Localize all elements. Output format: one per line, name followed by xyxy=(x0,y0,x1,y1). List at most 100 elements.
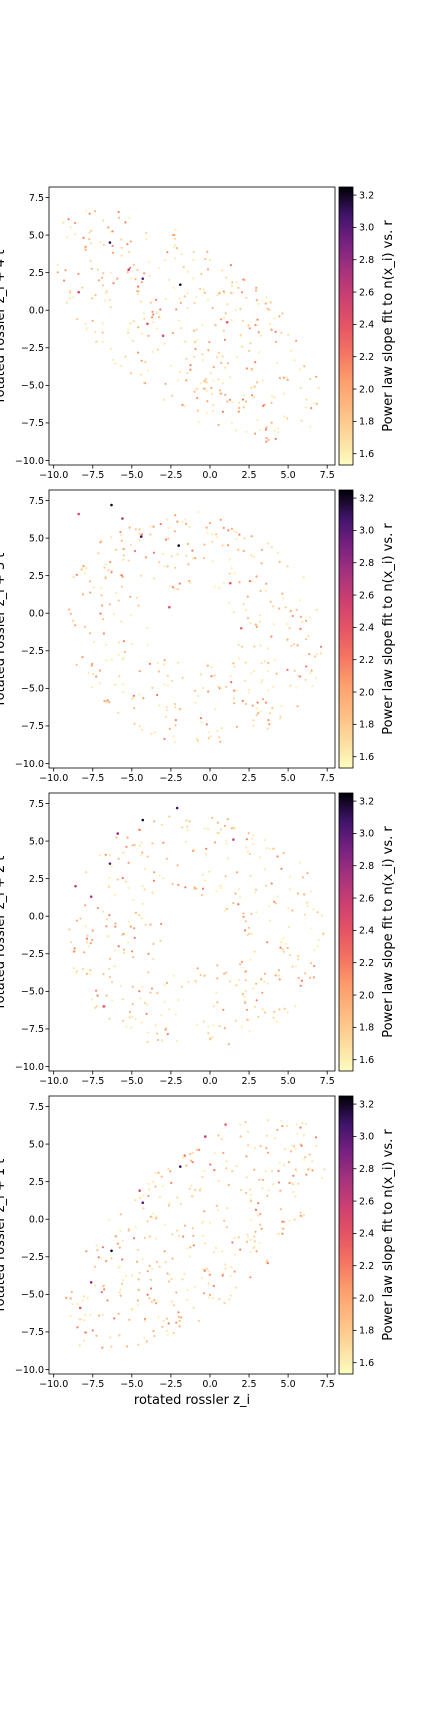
scatter-point xyxy=(315,653,318,656)
scatter-point xyxy=(266,846,269,850)
scatter-point xyxy=(308,653,311,656)
scatter-point xyxy=(101,604,104,607)
scatter-point xyxy=(312,908,315,911)
scatter-point xyxy=(146,1040,149,1044)
scatter-point xyxy=(137,351,140,354)
scatter-point xyxy=(305,619,308,622)
scatter-point xyxy=(150,987,154,990)
scatter-point xyxy=(105,700,108,703)
scatter-point xyxy=(203,1169,206,1172)
scatter-point xyxy=(154,1237,157,1240)
scatter-point xyxy=(82,236,85,239)
scatter-point xyxy=(118,641,121,644)
scatter-point xyxy=(182,1156,185,1159)
scatter-point xyxy=(171,1300,174,1303)
scatter-point xyxy=(250,535,253,538)
scatter-point xyxy=(163,983,166,986)
scatter-point xyxy=(204,258,207,261)
scatter-point xyxy=(309,425,312,428)
scatter-point xyxy=(319,645,323,648)
scatter-point xyxy=(131,985,134,988)
highlight-point xyxy=(108,862,112,865)
scatter-point xyxy=(177,883,180,887)
scatter-point xyxy=(207,731,210,734)
scatter-point xyxy=(223,1302,226,1305)
scatter-point xyxy=(246,1236,249,1239)
scatter-point xyxy=(127,559,130,562)
scatter-point xyxy=(220,887,223,890)
colorbar-tick-label: 3.0 xyxy=(359,829,374,840)
scatter-point xyxy=(267,542,270,545)
scatter-point xyxy=(223,909,226,912)
scatter-point xyxy=(112,358,115,361)
scatter-point xyxy=(276,855,279,858)
scatter-point xyxy=(130,372,133,375)
scatter-point xyxy=(157,1316,160,1319)
scatter-point xyxy=(248,327,251,330)
scatter-point xyxy=(119,1213,122,1216)
x-tick-label: 7.5 xyxy=(320,773,335,784)
scatter-point xyxy=(211,560,214,563)
scatter-point xyxy=(119,1288,122,1291)
scatter-point xyxy=(113,949,116,952)
scatter-point xyxy=(94,1284,97,1287)
scatter-point xyxy=(264,302,267,305)
scatter-point xyxy=(230,291,233,294)
scatter-point xyxy=(245,1191,248,1194)
scatter-point xyxy=(153,871,156,874)
scatter-point xyxy=(218,1297,221,1300)
scatter-point xyxy=(245,1176,248,1179)
scatter-point xyxy=(138,532,141,536)
scatter-point xyxy=(199,1187,203,1190)
scatter-point xyxy=(245,1155,248,1158)
scatter-point xyxy=(177,998,180,1002)
scatter-point xyxy=(136,1248,140,1251)
scatter-point xyxy=(129,266,132,269)
scatter-point xyxy=(87,672,90,675)
scatter-point xyxy=(166,1333,169,1336)
scatter-point xyxy=(85,972,88,975)
scatter-point xyxy=(249,958,252,961)
scatter-point xyxy=(169,1170,172,1173)
scatter-point xyxy=(201,873,204,876)
scatter-point xyxy=(101,1246,104,1249)
scatter-point xyxy=(187,980,190,983)
scatter-point xyxy=(195,1148,198,1151)
scatter-point xyxy=(66,236,69,239)
scatter-point xyxy=(85,327,88,330)
scatter-point xyxy=(259,334,263,337)
scatter-point xyxy=(198,287,202,290)
scatter-point xyxy=(222,1151,225,1154)
scatter-point xyxy=(143,1319,146,1322)
scatter-point xyxy=(145,1340,148,1343)
scatter-point xyxy=(230,681,233,684)
scatter-point xyxy=(194,1188,197,1191)
scatter-point xyxy=(128,250,131,254)
scatter-point xyxy=(308,616,312,619)
x-tick-label: 5.0 xyxy=(281,1379,296,1390)
scatter-point xyxy=(223,291,226,295)
scatter-point xyxy=(209,372,213,375)
scatter-point xyxy=(172,1304,175,1307)
scatter-point xyxy=(235,689,238,692)
colorbar-tick-label: 2.4 xyxy=(359,320,374,331)
scatter-point xyxy=(270,401,273,404)
scatter-point xyxy=(163,1000,166,1003)
scatter-point xyxy=(129,543,133,546)
x-tick-label: 5.0 xyxy=(281,470,296,481)
scatter-point xyxy=(250,386,253,390)
scatter-point xyxy=(146,627,149,630)
scatter-point xyxy=(171,882,174,886)
scatter-point xyxy=(102,219,105,222)
scatter-point xyxy=(257,302,260,305)
scatter-point xyxy=(300,979,304,982)
scatter-point xyxy=(316,945,319,948)
scatter-point xyxy=(124,221,127,224)
scatter-point xyxy=(274,974,277,977)
scatter-point xyxy=(239,1123,242,1126)
scatter-point xyxy=(141,1258,144,1261)
scatter-point xyxy=(95,675,98,678)
scatter-point xyxy=(214,707,217,711)
scatter-point xyxy=(266,670,269,673)
scatter-point xyxy=(159,308,162,311)
